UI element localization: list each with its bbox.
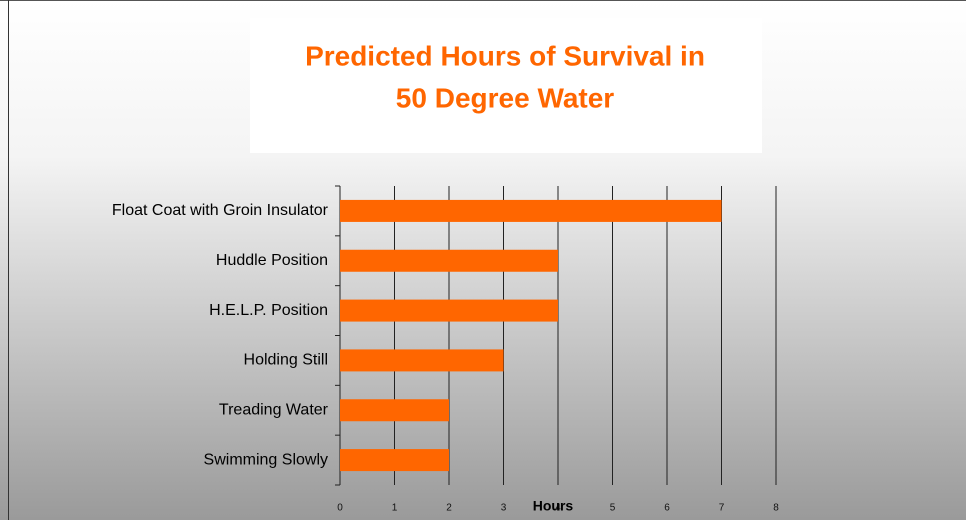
x-tick-label: 7	[719, 503, 725, 514]
x-tick-label: 5	[610, 503, 616, 514]
x-tick-label: 8	[773, 503, 779, 514]
y-tick-label: Huddle Position	[216, 252, 328, 269]
x-tick-label: 3	[501, 503, 507, 514]
x-axis-label: Hours	[533, 498, 574, 514]
bar	[340, 399, 449, 422]
bar	[340, 199, 722, 222]
x-tick-label: 2	[446, 503, 452, 514]
title-box	[250, 18, 762, 153]
bar	[340, 299, 558, 322]
bar	[340, 349, 504, 372]
y-tick-label: H.E.L.P. Position	[209, 302, 328, 319]
title: Predicted Hours of Survival in 50 Degree …	[305, 40, 705, 113]
bar	[340, 449, 449, 472]
y-tick-label: Swimming Slowly	[204, 451, 328, 468]
x-tick-label: 1	[392, 503, 398, 514]
x-tick-label: 4	[555, 503, 561, 514]
x-tick-label: 0	[337, 503, 343, 514]
x-tick-label: 6	[664, 503, 670, 514]
y-tick-label: Holding Still	[244, 352, 328, 369]
y-tick-label: Treading Water	[219, 401, 329, 418]
bar	[340, 249, 558, 272]
chart-title-line: 50 Degree Water	[396, 82, 614, 113]
chart-title-line: Predicted Hours of Survival in	[305, 40, 705, 71]
y-tick-label: Float Coat with Groin Insulator	[112, 202, 329, 219]
plot-area: 0 1 2 3 4 5 6 7 8 Hours Float Coat with Groin Insu…	[112, 185, 779, 514]
